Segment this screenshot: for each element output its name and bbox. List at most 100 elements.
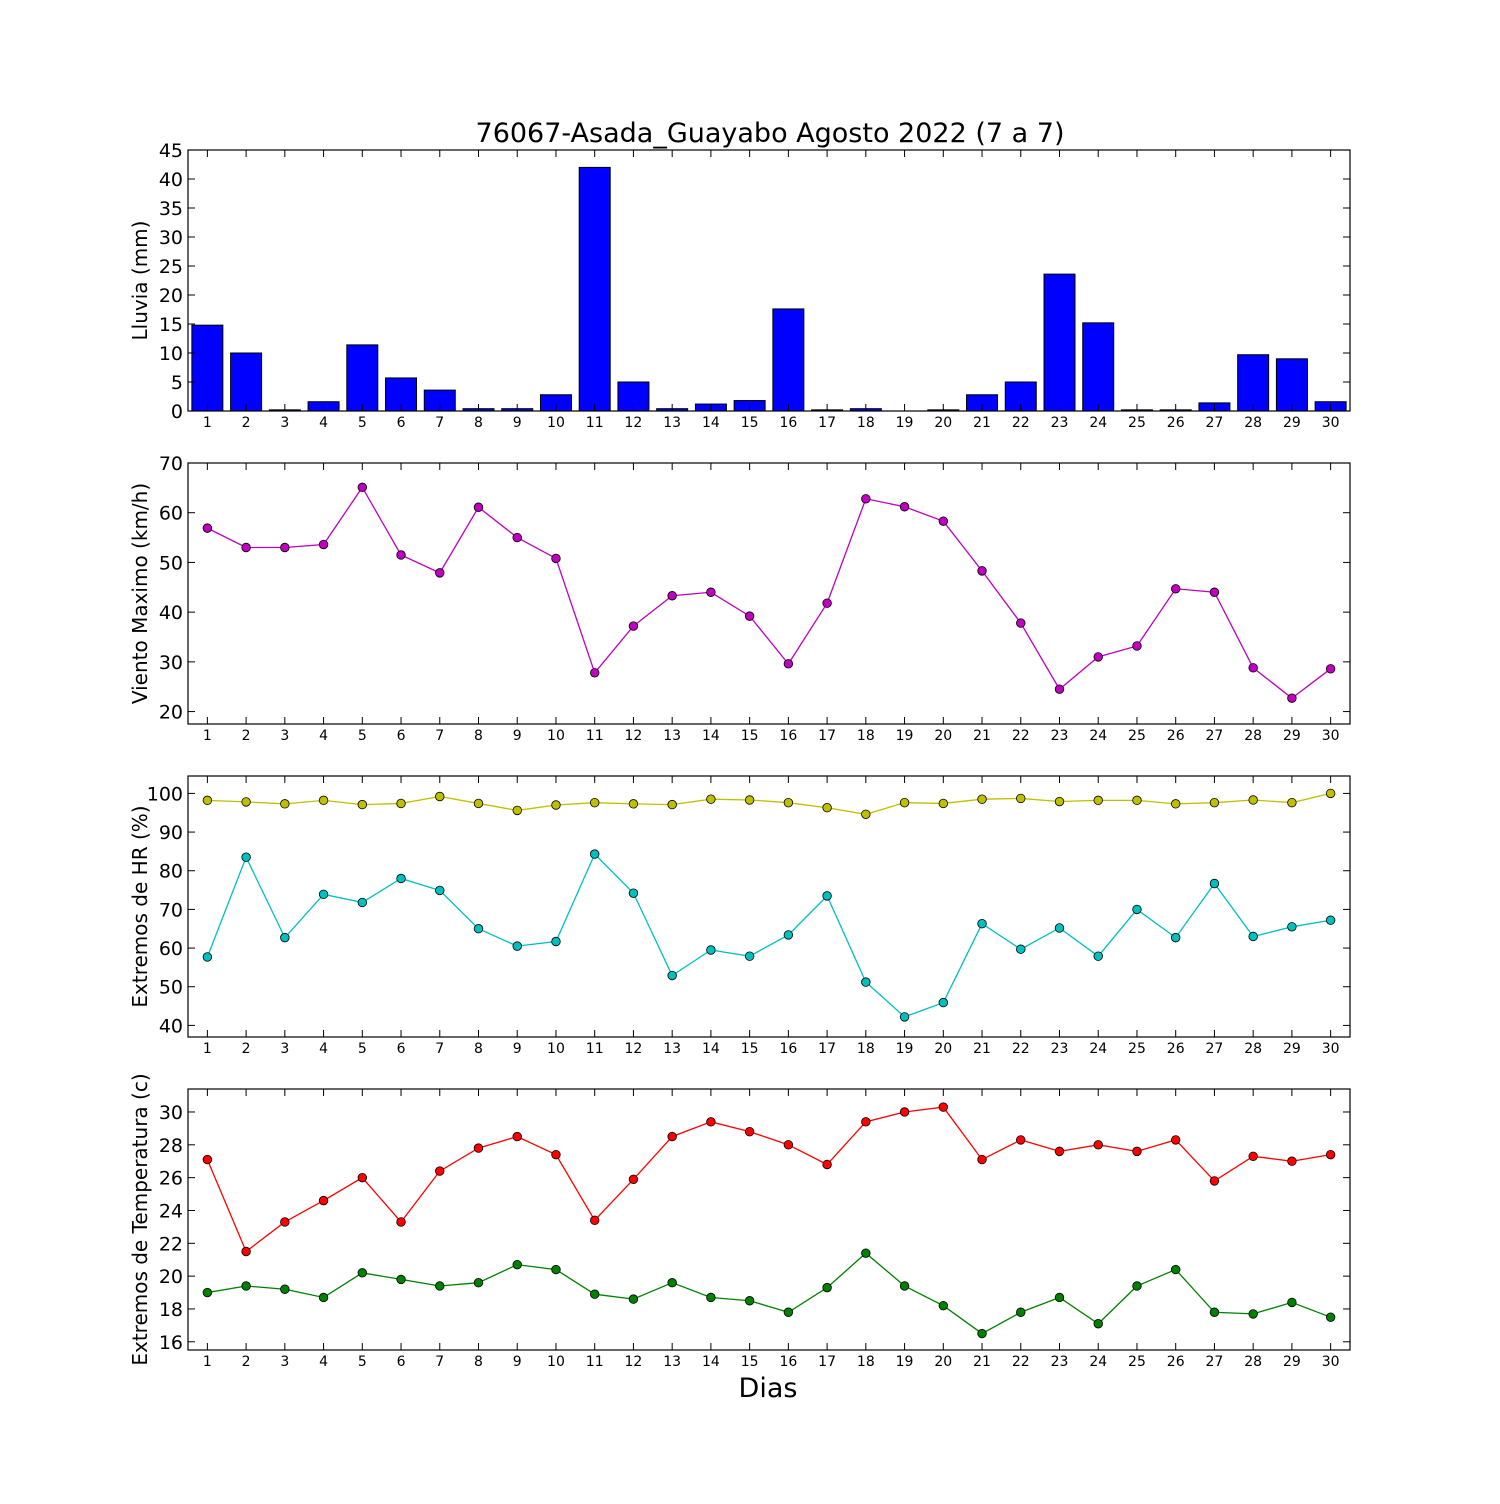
y-tick-label: 10	[159, 343, 183, 365]
x-tick-label: 9	[513, 1354, 522, 1370]
point-series-1-day-13	[667, 591, 677, 601]
point-series-1-day-22	[1016, 793, 1026, 804]
point-series-1-day-8	[473, 502, 484, 512]
x-tick-label: 17	[818, 1354, 836, 1370]
x-tick-label: 24	[1089, 728, 1107, 744]
x-tick-label: 16	[779, 728, 797, 744]
y-tick-label: 45	[159, 140, 183, 162]
point-series-1-day-10	[551, 800, 561, 810]
point-series-1-day-2	[241, 797, 251, 807]
x-tick-label: 16	[779, 1041, 797, 1057]
x-tick-label: 4	[319, 1354, 328, 1370]
x-tick-label: 24	[1089, 415, 1107, 431]
x-tick-label: 22	[1012, 728, 1030, 744]
point-series-1-day-14	[706, 1117, 716, 1127]
point-series-2-day-24	[1093, 1319, 1103, 1329]
point-series-2-day-15	[744, 1296, 755, 1306]
point-series-2-day-4	[318, 1292, 329, 1303]
x-tick-label: 15	[741, 1041, 759, 1057]
x-tick-label: 11	[586, 415, 604, 431]
x-tick-label: 11	[586, 1041, 604, 1057]
bar-day-24	[1082, 322, 1115, 412]
point-series-1-day-25	[1132, 795, 1142, 806]
x-tick-label: 7	[435, 728, 444, 744]
point-series-2-day-8	[473, 924, 484, 934]
x-tick-label: 24	[1089, 1041, 1107, 1057]
x-tick-label: 23	[1051, 415, 1069, 431]
point-series-2-day-29	[1287, 1297, 1297, 1308]
x-tick-label: 22	[1012, 415, 1030, 431]
y-axis-label: Viento Maximo (km/h)	[128, 483, 152, 704]
bar-day-16	[772, 308, 805, 412]
x-tick-label: 1	[203, 1041, 212, 1057]
plot-frame	[187, 149, 1351, 412]
x-tick-label: 8	[474, 415, 483, 431]
bar-day-1	[191, 324, 224, 412]
x-tick-label: 17	[818, 415, 836, 431]
point-series-2-day-8	[473, 1277, 484, 1288]
x-tick-label: 28	[1244, 415, 1262, 431]
x-tick-label: 2	[242, 1041, 251, 1057]
point-series-1-day-23	[1054, 1146, 1065, 1157]
y-tick-label: 30	[159, 227, 183, 249]
x-tick-label: 9	[513, 728, 522, 744]
point-series-1-day-22	[1016, 618, 1026, 628]
point-series-1-day-8	[473, 1143, 484, 1153]
x-tick-label: 17	[818, 1041, 836, 1057]
x-tick-label: 21	[973, 1041, 991, 1057]
x-tick-label: 28	[1244, 1354, 1262, 1370]
point-series-1-day-12	[628, 799, 639, 809]
point-series-1-day-7	[435, 568, 445, 578]
x-tick-label: 1	[203, 415, 212, 431]
point-series-1-day-19	[899, 1107, 910, 1117]
x-tick-label: 12	[625, 728, 643, 744]
x-tick-label: 17	[818, 728, 836, 744]
point-series-2-day-7	[435, 1281, 445, 1291]
point-series-2-day-29	[1287, 922, 1297, 932]
point-series-2-day-17	[822, 1282, 832, 1293]
x-tick-label: 15	[741, 1354, 759, 1370]
point-series-2-day-20	[938, 1300, 949, 1311]
point-series-1-day-6	[396, 798, 406, 809]
x-tick-label: 27	[1206, 1354, 1224, 1370]
plot-frame	[187, 462, 1351, 725]
x-tick-label: 19	[896, 1354, 914, 1370]
point-series-2-day-28	[1248, 1309, 1258, 1319]
y-tick-label: 90	[159, 822, 183, 844]
point-series-1-day-17	[822, 1159, 832, 1170]
point-series-2-day-17	[822, 891, 832, 901]
point-series-1-day-3	[280, 542, 290, 553]
y-tick-label: 50	[159, 552, 183, 574]
x-tick-label: 11	[586, 1354, 604, 1370]
point-series-1-day-10	[551, 553, 561, 564]
y-tick-label: 70	[159, 453, 183, 475]
x-tick-label: 14	[702, 1041, 720, 1057]
point-series-1-day-7	[435, 791, 445, 802]
y-tick-label: 22	[159, 1233, 183, 1255]
y-axis-label: Lluvia (mm)	[128, 221, 152, 341]
point-series-1-day-26	[1170, 584, 1181, 594]
x-tick-label: 19	[896, 1041, 914, 1057]
x-tick-label: 5	[358, 1041, 367, 1057]
y-tick-label: 100	[147, 783, 183, 805]
x-tick-label: 10	[547, 1041, 565, 1057]
x-tick-label: 3	[280, 728, 289, 744]
x-tick-label: 13	[663, 415, 681, 431]
y-tick-label: 28	[159, 1135, 183, 1157]
x-tick-label: 30	[1322, 415, 1340, 431]
x-tick-label: 4	[319, 1041, 328, 1057]
point-series-2-day-23	[1054, 1292, 1065, 1303]
point-series-2-day-4	[318, 889, 329, 900]
x-tick-label: 8	[474, 1041, 483, 1057]
y-tick-label: 40	[159, 602, 183, 624]
point-series-1-day-22	[1016, 1135, 1026, 1145]
x-tick-label: 27	[1206, 728, 1224, 744]
bar-day-29	[1275, 358, 1308, 412]
point-series-1-day-16	[783, 1140, 794, 1150]
x-tick-label: 22	[1012, 1354, 1030, 1370]
x-tick-label: 29	[1283, 728, 1301, 744]
x-tick-label: 29	[1283, 1041, 1301, 1057]
point-series-1-day-11	[590, 1215, 600, 1226]
point-series-2-day-14	[706, 945, 716, 955]
